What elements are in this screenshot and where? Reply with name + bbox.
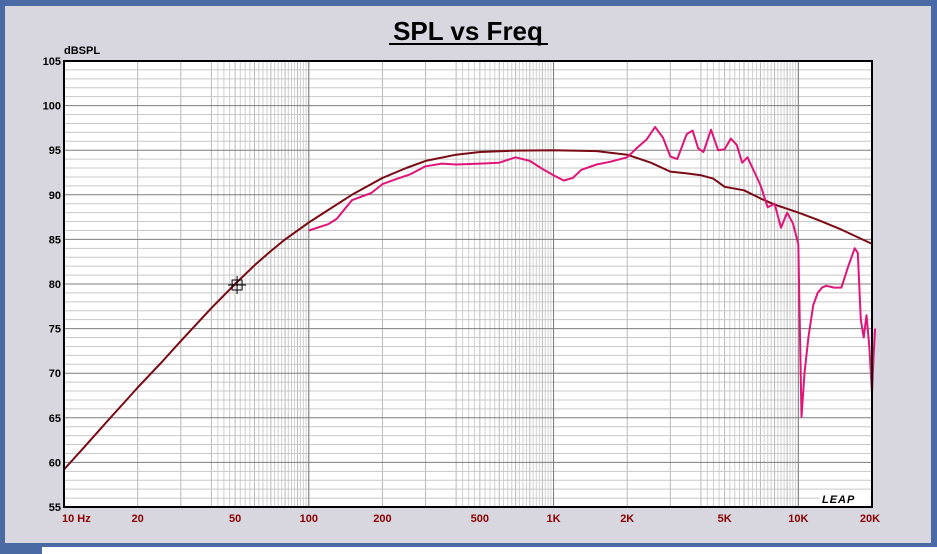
y-tick-labels: 105 100 95 90 85 80 75 70 65 60 55 — [43, 56, 61, 514]
grid-major — [64, 61, 872, 507]
cursor-crosshair-icon[interactable] — [228, 276, 247, 294]
x-tick-label: 500 — [471, 513, 489, 525]
x-tick-label: 1K — [547, 513, 561, 525]
series-line-smooth — [63, 149, 873, 471]
series-layer — [63, 126, 877, 471]
x-tick-label: 200 — [373, 513, 391, 525]
y-tick-label: 100 — [43, 101, 61, 113]
x-tick-label: 20K — [860, 513, 880, 525]
x-tick-label: 5K — [718, 513, 732, 525]
y-tick-label: 60 — [49, 457, 61, 469]
x-tick-labels: 10 Hz 20 50 100 200 500 1K 2K 5K 10K 20K — [62, 513, 880, 525]
y-tick-label: 55 — [49, 502, 61, 514]
y-tick-label: 80 — [49, 279, 61, 291]
x-tick-label: 50 — [229, 513, 241, 525]
y-tick-label: 95 — [49, 145, 61, 157]
y-tick-label: 85 — [49, 234, 61, 246]
series-line-measured — [308, 126, 877, 418]
chart-title: SPL vs Freq — [393, 16, 543, 46]
svg-text:LEAP: LEAP — [822, 494, 855, 506]
leap-logo: LEAP — [820, 493, 870, 506]
plot-border — [63, 60, 873, 508]
y-tick-label: 75 — [49, 324, 61, 336]
y-tick-label: 105 — [43, 56, 61, 68]
x-tick-label: 2K — [620, 513, 634, 525]
x-tick-label: 20 — [132, 513, 144, 525]
bottom-window-strip — [42, 547, 937, 554]
x-tick-label: 100 — [300, 513, 318, 525]
y-axis-label: dBSPL — [64, 45, 100, 57]
x-tick-label: 10K — [788, 513, 808, 525]
y-tick-label: 65 — [49, 413, 61, 425]
x-tick-label: 10 Hz — [62, 513, 91, 525]
y-tick-label: 70 — [49, 368, 61, 380]
y-tick-label: 90 — [49, 190, 61, 202]
